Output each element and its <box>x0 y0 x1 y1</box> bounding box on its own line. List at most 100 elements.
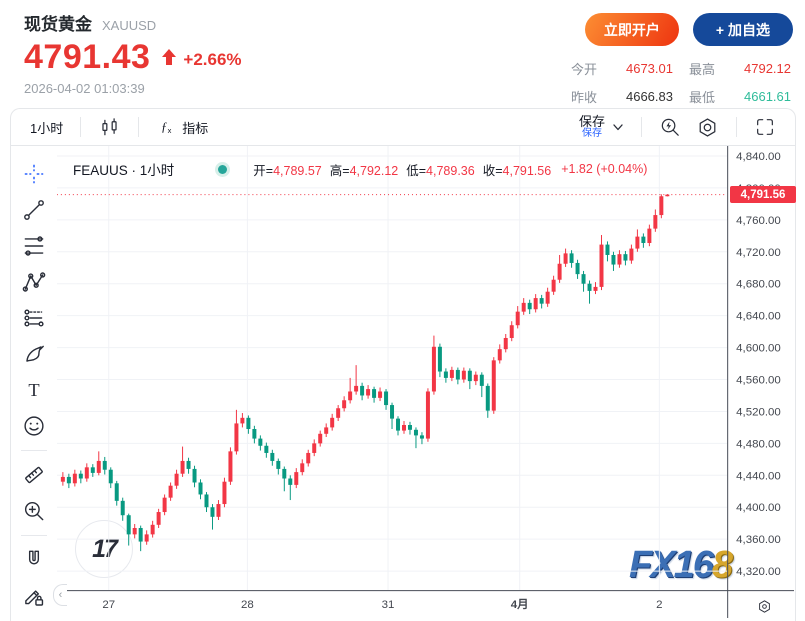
candle-body <box>402 425 406 431</box>
add-watchlist-button[interactable]: + 加自选 <box>692 13 793 46</box>
y-axis-label: 4,360.00 <box>736 534 781 546</box>
candle-body <box>318 433 323 444</box>
candle-body <box>276 460 281 469</box>
candle-body <box>264 445 269 453</box>
measure-tool[interactable] <box>11 457 57 493</box>
candle-body <box>593 286 598 291</box>
candle-body <box>539 298 544 304</box>
fib-retracement-tool[interactable] <box>11 228 57 264</box>
candle-body <box>252 429 257 439</box>
candle-body <box>78 473 83 479</box>
legend-low: 低=4,789.36 <box>406 163 475 178</box>
emoji-tool[interactable] <box>11 408 57 444</box>
y-axis-label: 4,840.00 <box>736 151 781 163</box>
series-title[interactable]: FEAUUS · 1小时 <box>73 163 175 178</box>
trend-line-tool[interactable] <box>11 192 57 228</box>
price-change-percent: +2.66% <box>183 50 242 69</box>
candle-body <box>509 325 514 338</box>
stat-value-low: 4661.61 <box>744 89 791 104</box>
candle-body <box>384 391 389 406</box>
candle-body <box>545 291 550 304</box>
save-dropdown-chevron-icon[interactable] <box>605 119 631 135</box>
open-account-button[interactable]: 立即开户 <box>584 13 679 46</box>
forecast-tool[interactable] <box>11 300 57 336</box>
brush-tool[interactable] <box>11 336 57 372</box>
candle-body <box>180 460 185 474</box>
y-axis-label: 4,480.00 <box>736 438 781 450</box>
toolbar-divider <box>138 117 140 137</box>
interval-button[interactable]: 1小时 <box>30 120 64 136</box>
candlestick-chart[interactable]: 4,840.004,800.004,760.004,720.004,680.00… <box>11 146 795 621</box>
candle-body <box>132 527 137 535</box>
candle-body <box>641 236 646 243</box>
instrument-title-row: 现货黄金 XAUUSD <box>24 10 242 35</box>
candle-body <box>515 311 520 326</box>
candle-body <box>497 349 502 361</box>
candle-body <box>491 360 496 411</box>
candle-body <box>84 467 89 479</box>
indicators-label: 指标 <box>182 120 209 136</box>
time-axis-settings-icon[interactable] <box>756 598 773 620</box>
fullscreen-icon[interactable] <box>747 114 783 140</box>
stat-label-high: 最高 <box>688 62 715 77</box>
candle-body <box>647 228 652 243</box>
drawing-lock-tool[interactable] <box>11 578 57 614</box>
fx-icon: ƒ x <box>161 120 172 135</box>
toolbar-divider <box>641 117 642 137</box>
text-tool[interactable]: T <box>11 372 57 408</box>
candle-body <box>617 254 622 265</box>
candle-body <box>108 469 113 484</box>
candle-body <box>425 391 430 439</box>
y-axis-label: 4,640.00 <box>736 311 781 323</box>
market-status-dot-icon <box>218 164 228 174</box>
candle-body <box>144 534 149 542</box>
magnet-tool[interactable] <box>11 542 57 578</box>
candle-body <box>533 298 538 310</box>
crosshair-tool[interactable] <box>11 156 57 192</box>
last-price: 4791.43 <box>24 38 151 76</box>
candle-body <box>623 254 628 261</box>
candle-body <box>390 405 395 419</box>
candle-body <box>168 485 173 498</box>
candle-body <box>192 468 197 483</box>
stat-label-low: 最低 <box>688 90 715 105</box>
legend-high: 高=4,792.12 <box>329 163 399 178</box>
toolbar-divider <box>736 117 737 137</box>
settings-icon[interactable] <box>689 114 726 141</box>
candle-body <box>581 274 586 284</box>
y-axis-label: 4,760.00 <box>736 215 781 227</box>
pane-collapse-handle[interactable]: ‹ <box>53 584 67 606</box>
candle-body <box>629 248 634 261</box>
y-axis-label: 4,600.00 <box>736 343 781 355</box>
candle-body <box>294 472 299 485</box>
quote-stats: 今开 4673.01 最高 4792.12 昨收 4666.83 最低 4661… <box>571 59 791 106</box>
legend-open: 开=4,789.57 <box>253 163 322 178</box>
candle-body <box>605 244 610 255</box>
stat-value-high: 4792.12 <box>744 61 791 76</box>
x-axis-label: 2 <box>656 599 662 611</box>
indicators-button[interactable]: ƒ x 指标 <box>149 112 215 142</box>
candle-body <box>563 253 568 264</box>
candle-body <box>228 451 233 482</box>
candle-body <box>569 253 574 263</box>
candle-body <box>306 452 311 464</box>
zoom-in-tool[interactable] <box>11 493 57 529</box>
candle-body <box>413 429 418 436</box>
candle-body <box>485 385 490 411</box>
xabcd-pattern-tool[interactable] <box>11 264 57 300</box>
candle-body <box>653 215 658 229</box>
y-axis-label: 4,560.00 <box>736 374 781 386</box>
candlestick-style-icon[interactable] <box>91 114 128 141</box>
x-axis-label: 31 <box>382 599 395 611</box>
x-axis-label: 4月 <box>511 598 529 611</box>
page-header: 现货黄金 XAUUSD 4791.43 +2.66% 2026-04-02 01… <box>0 0 805 108</box>
candle-body <box>455 369 460 380</box>
candle-body <box>360 385 365 396</box>
candle-body <box>282 468 287 479</box>
candle-body <box>174 473 179 486</box>
price-up-arrow-icon <box>162 48 177 70</box>
candle-body <box>270 452 275 461</box>
quick-search-icon[interactable] <box>652 114 689 141</box>
save-button[interactable]: 保存 保存 <box>578 113 605 139</box>
chart-area: 17 FX168 4,840.004,800.004,760.004,720.0… <box>11 146 796 621</box>
